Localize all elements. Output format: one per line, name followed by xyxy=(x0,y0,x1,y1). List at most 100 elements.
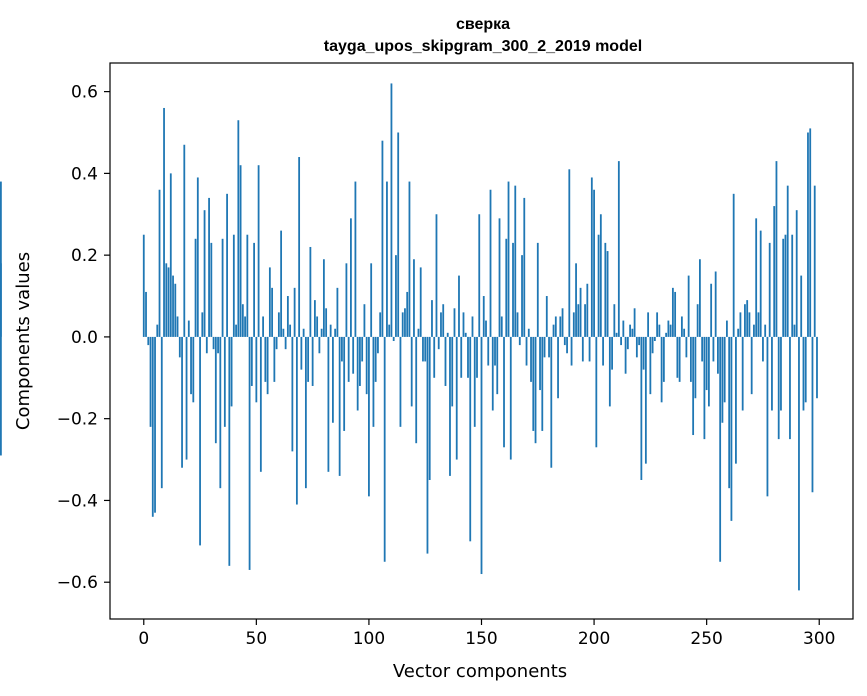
bar xyxy=(277,312,280,337)
bar xyxy=(163,107,165,337)
bar xyxy=(264,336,267,382)
bar xyxy=(440,312,442,337)
bar xyxy=(534,336,537,444)
bar xyxy=(383,336,386,562)
bar xyxy=(662,336,665,382)
bar xyxy=(446,332,449,337)
bar xyxy=(174,283,177,337)
bar xyxy=(408,181,411,337)
bar xyxy=(680,316,683,337)
bar xyxy=(300,336,303,370)
bar xyxy=(437,336,440,350)
bar xyxy=(505,238,508,337)
x-tick-label: 250 xyxy=(690,629,722,649)
bar xyxy=(390,83,393,337)
bar xyxy=(422,336,424,362)
bar xyxy=(671,287,674,337)
x-axis: 0 50 100 150 200 250 300 xyxy=(138,619,835,649)
bar xyxy=(496,336,499,395)
bar xyxy=(759,230,762,337)
bar xyxy=(581,336,584,362)
bar xyxy=(665,332,668,337)
bar xyxy=(455,336,458,460)
bar xyxy=(620,336,622,346)
bar xyxy=(503,336,505,448)
y-tick-label: 0.2 xyxy=(71,246,98,266)
bar xyxy=(696,304,699,337)
bar xyxy=(633,308,636,337)
bar xyxy=(476,336,478,378)
y-axis-label: Components values xyxy=(13,252,34,430)
bar xyxy=(651,336,654,354)
bar xyxy=(631,328,634,337)
bar xyxy=(311,336,314,386)
bar xyxy=(613,304,616,337)
bar xyxy=(489,189,492,337)
bar xyxy=(512,242,514,337)
bar xyxy=(399,336,402,427)
bar xyxy=(717,336,719,374)
bar xyxy=(705,336,708,391)
bar xyxy=(469,336,472,542)
bar xyxy=(460,336,463,378)
bar xyxy=(347,336,350,382)
bar xyxy=(467,336,469,378)
bar xyxy=(536,242,539,337)
bar xyxy=(406,291,409,337)
bar xyxy=(552,324,555,337)
bar xyxy=(158,189,161,337)
bar xyxy=(142,234,145,337)
bar xyxy=(611,336,613,370)
bar xyxy=(381,140,384,337)
bar xyxy=(354,181,357,337)
bar xyxy=(563,336,566,346)
bar xyxy=(237,120,240,337)
bar xyxy=(750,336,753,395)
y-tick-label: 0.0 xyxy=(71,328,98,348)
bar xyxy=(714,271,717,337)
bar xyxy=(775,161,778,337)
bar xyxy=(183,144,186,337)
bar xyxy=(248,336,251,570)
bar xyxy=(624,336,627,374)
bar xyxy=(368,336,370,497)
bar xyxy=(293,287,296,337)
bar xyxy=(712,336,715,362)
bar xyxy=(649,336,652,395)
bar xyxy=(334,328,337,337)
bar xyxy=(771,336,773,411)
bar xyxy=(226,193,228,337)
bar xyxy=(304,336,307,489)
bar xyxy=(255,336,258,403)
bar xyxy=(241,304,244,337)
bar xyxy=(669,324,672,337)
bar xyxy=(149,336,152,427)
bar xyxy=(230,336,233,407)
bar xyxy=(617,161,620,337)
bar xyxy=(642,336,645,370)
bar xyxy=(683,328,686,337)
bar xyxy=(635,336,638,358)
bar xyxy=(757,312,760,337)
bar xyxy=(525,336,528,366)
bar xyxy=(626,336,629,350)
bar xyxy=(816,336,818,399)
bar xyxy=(397,132,400,337)
bar xyxy=(768,242,771,337)
bar xyxy=(809,128,812,337)
bar xyxy=(644,336,647,464)
bar xyxy=(813,185,816,337)
bar xyxy=(395,255,397,337)
bar xyxy=(221,238,224,337)
bar xyxy=(622,320,625,337)
bar xyxy=(415,336,418,444)
bar xyxy=(523,197,526,337)
bar xyxy=(786,185,789,337)
bar xyxy=(154,336,156,513)
bar xyxy=(442,304,445,337)
bar xyxy=(377,336,379,354)
y-axis: −0.6 −0.4 −0.2 0.0 0.2 0.4 0.6 xyxy=(57,83,110,593)
bar xyxy=(782,238,785,337)
bar xyxy=(527,328,530,337)
